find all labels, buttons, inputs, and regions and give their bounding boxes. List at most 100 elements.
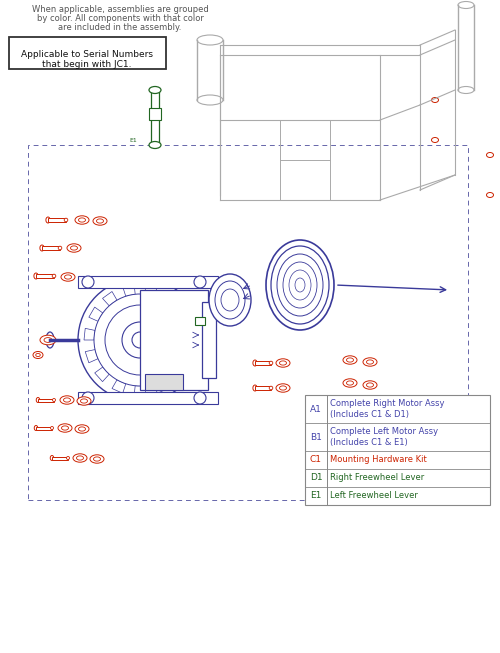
- Bar: [48, 218, 66, 222]
- Ellipse shape: [34, 273, 38, 279]
- Circle shape: [132, 332, 148, 348]
- Ellipse shape: [33, 351, 43, 358]
- Ellipse shape: [46, 332, 54, 348]
- Text: Complete Left Motor Assy
(Includes C1 & E1): Complete Left Motor Assy (Includes C1 & …: [330, 427, 438, 447]
- Bar: [36, 426, 52, 430]
- Bar: [202, 302, 216, 378]
- Bar: [36, 274, 54, 278]
- Text: Applicable to Serial Numbers
that begin with JC1.: Applicable to Serial Numbers that begin …: [21, 50, 153, 69]
- Ellipse shape: [76, 456, 84, 460]
- Ellipse shape: [486, 193, 494, 197]
- Polygon shape: [171, 367, 186, 381]
- Ellipse shape: [50, 456, 54, 460]
- Ellipse shape: [64, 398, 70, 402]
- Bar: [305, 395, 490, 505]
- Bar: [151, 90, 159, 145]
- Ellipse shape: [346, 381, 354, 385]
- Ellipse shape: [46, 217, 50, 223]
- Polygon shape: [177, 307, 191, 321]
- Ellipse shape: [276, 384, 290, 392]
- Ellipse shape: [58, 424, 72, 432]
- Ellipse shape: [70, 246, 78, 250]
- Ellipse shape: [289, 270, 311, 300]
- Polygon shape: [154, 380, 168, 393]
- Polygon shape: [122, 284, 135, 296]
- Ellipse shape: [64, 275, 71, 279]
- Polygon shape: [89, 307, 103, 321]
- Ellipse shape: [215, 281, 245, 319]
- Bar: [52, 456, 68, 460]
- Circle shape: [82, 392, 94, 404]
- Text: D1: D1: [310, 473, 322, 483]
- Bar: [149, 108, 161, 120]
- Bar: [38, 398, 54, 402]
- Circle shape: [194, 276, 206, 288]
- Ellipse shape: [36, 398, 40, 402]
- Ellipse shape: [73, 454, 87, 462]
- Ellipse shape: [149, 142, 161, 148]
- Ellipse shape: [50, 426, 53, 430]
- Ellipse shape: [75, 425, 89, 433]
- Ellipse shape: [343, 356, 357, 364]
- Ellipse shape: [94, 457, 100, 461]
- Ellipse shape: [90, 454, 104, 463]
- Polygon shape: [134, 386, 146, 396]
- Bar: [145, 374, 183, 390]
- Ellipse shape: [269, 386, 273, 390]
- Ellipse shape: [96, 219, 103, 223]
- Ellipse shape: [64, 218, 68, 222]
- Circle shape: [78, 278, 202, 402]
- Circle shape: [82, 276, 94, 288]
- FancyBboxPatch shape: [9, 37, 166, 69]
- Circle shape: [194, 392, 206, 404]
- Ellipse shape: [40, 245, 44, 251]
- Text: Left Freewheel Lever: Left Freewheel Lever: [330, 492, 418, 500]
- Ellipse shape: [221, 289, 239, 311]
- Ellipse shape: [149, 86, 161, 93]
- Text: Mounting Hardware Kit: Mounting Hardware Kit: [330, 456, 427, 464]
- Ellipse shape: [283, 262, 317, 308]
- Ellipse shape: [346, 358, 354, 362]
- Polygon shape: [185, 328, 196, 340]
- Text: A1: A1: [310, 404, 322, 413]
- Ellipse shape: [67, 244, 81, 252]
- Ellipse shape: [93, 217, 107, 225]
- Ellipse shape: [78, 427, 86, 431]
- Ellipse shape: [269, 361, 273, 365]
- Polygon shape: [163, 291, 178, 306]
- Ellipse shape: [277, 254, 323, 316]
- Ellipse shape: [280, 386, 286, 390]
- Ellipse shape: [253, 360, 257, 366]
- Ellipse shape: [253, 385, 257, 391]
- Ellipse shape: [209, 274, 251, 326]
- Ellipse shape: [60, 396, 74, 404]
- Text: C1: C1: [310, 456, 322, 464]
- Text: Complete Right Motor Assy
(Includes C1 & D1): Complete Right Motor Assy (Includes C1 &…: [330, 399, 444, 419]
- Ellipse shape: [366, 360, 374, 364]
- Polygon shape: [94, 367, 109, 381]
- Ellipse shape: [363, 358, 377, 366]
- Bar: [42, 246, 60, 250]
- Bar: [140, 290, 208, 390]
- Circle shape: [105, 305, 175, 375]
- Ellipse shape: [44, 338, 52, 342]
- Text: When applicable, assemblies are grouped: When applicable, assemblies are grouped: [32, 5, 208, 14]
- Polygon shape: [102, 291, 117, 306]
- Ellipse shape: [80, 399, 87, 403]
- Ellipse shape: [271, 246, 329, 324]
- Ellipse shape: [58, 246, 62, 250]
- Ellipse shape: [36, 353, 40, 357]
- Ellipse shape: [52, 398, 56, 402]
- Circle shape: [122, 322, 158, 358]
- Ellipse shape: [366, 383, 374, 387]
- Ellipse shape: [280, 361, 286, 365]
- Circle shape: [94, 294, 186, 386]
- Ellipse shape: [34, 426, 38, 430]
- Polygon shape: [145, 284, 158, 296]
- Text: E1: E1: [310, 492, 322, 500]
- Ellipse shape: [266, 240, 334, 330]
- Ellipse shape: [432, 138, 438, 142]
- Text: by color. All components with that color: by color. All components with that color: [36, 14, 203, 23]
- Text: B1: B1: [310, 432, 322, 441]
- Ellipse shape: [75, 215, 89, 224]
